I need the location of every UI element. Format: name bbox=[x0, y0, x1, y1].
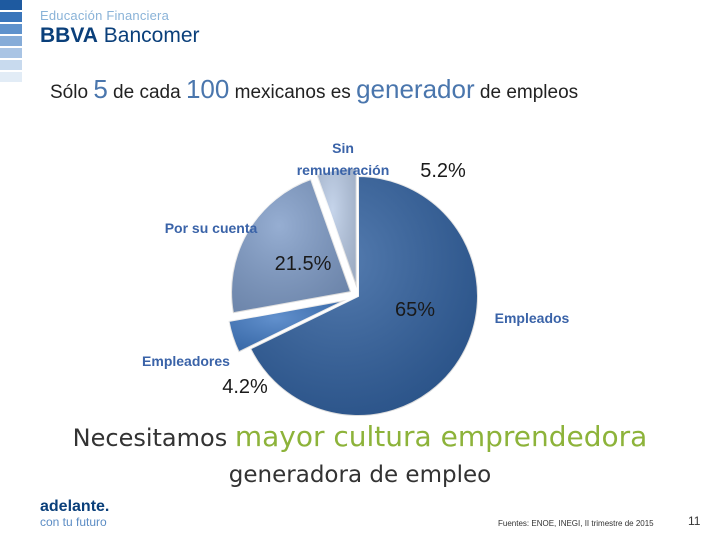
headline: Sólo 5 de cada 100 mexicanos es generado… bbox=[50, 74, 710, 105]
brand-name-bold: BBVA bbox=[40, 24, 98, 47]
tagline-plain: Necesitamos bbox=[72, 424, 235, 452]
headline-part3: mexicanos es bbox=[229, 82, 357, 103]
headline-part2: de cada bbox=[107, 82, 186, 103]
logo-main-text: adelante. bbox=[40, 498, 110, 515]
tagline-line2: generadora de empleo bbox=[228, 462, 492, 488]
brand-name-light: Bancomer bbox=[97, 24, 200, 47]
page-number: 11 bbox=[688, 514, 701, 528]
tagline-line1: Necesitamos mayor cultura emprendedora bbox=[0, 420, 720, 453]
headline-emphasis: generador bbox=[356, 74, 475, 104]
adelante-logo: adelante. con tu futuro bbox=[40, 498, 109, 529]
headline-num2: 100 bbox=[185, 74, 230, 104]
value-label: 21.5% bbox=[275, 253, 332, 275]
headline-num1: 5 bbox=[93, 74, 108, 104]
category-label: Empleadores bbox=[142, 353, 230, 369]
brand-subtitle: Educación Financiera bbox=[40, 8, 170, 23]
headline-part1: Sólo bbox=[50, 82, 94, 103]
value-label: 4.2% bbox=[222, 376, 268, 398]
value-label: 5.2% bbox=[420, 160, 466, 182]
brand-header: Educación Financiera BBVA Bancomer bbox=[40, 8, 200, 48]
category-label: Por su cuenta bbox=[165, 220, 258, 236]
brand-logo: BBVA Bancomer bbox=[40, 24, 200, 48]
side-stripes bbox=[0, 0, 22, 94]
tagline-accent: mayor cultura emprendedora bbox=[234, 420, 648, 453]
category-label: Empleados bbox=[495, 310, 570, 326]
category-label: Sin remuneración bbox=[297, 140, 390, 178]
source-note: Fuentes: ENOE, INEGI, II trimestre de 20… bbox=[498, 519, 654, 528]
value-label: 65% bbox=[395, 299, 435, 321]
logo-sub-text: con tu futuro bbox=[40, 515, 107, 529]
headline-part4: de empleos bbox=[474, 82, 579, 103]
